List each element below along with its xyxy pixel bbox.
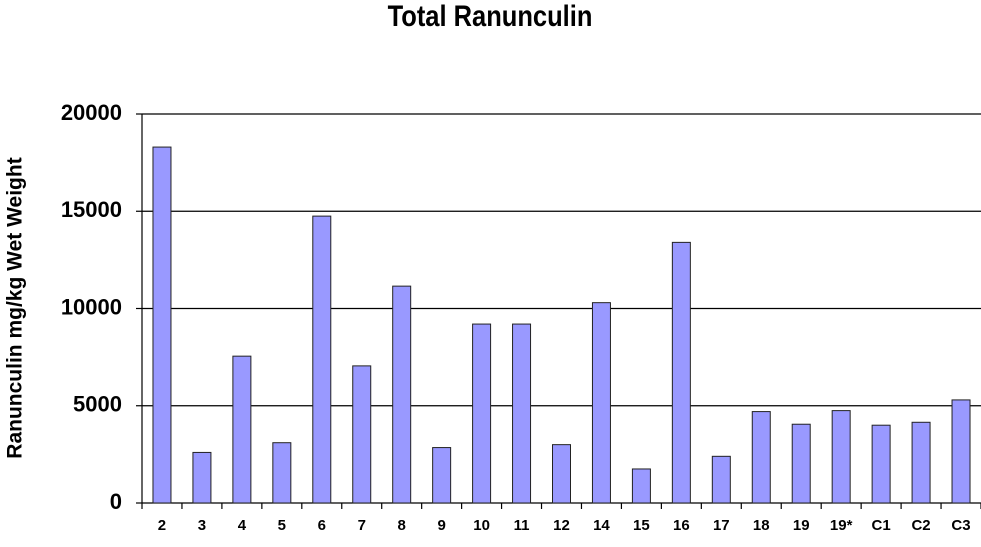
x-tick-label: 12 [553, 517, 570, 534]
y-tick-label: 10000 [61, 294, 122, 319]
x-tick-label: 6 [318, 517, 326, 534]
x-tick-label: 11 [514, 517, 530, 534]
bar [432, 447, 452, 504]
x-tick-label: 18 [753, 517, 770, 534]
x-tick-label: 5 [278, 517, 286, 534]
bar [871, 424, 891, 504]
y-axis-label: Ranunculin mg/kg Wet Weight [4, 157, 27, 458]
x-tick-label: C3 [951, 517, 970, 534]
bar [751, 411, 771, 504]
bar [472, 323, 492, 504]
x-tick-label: 4 [238, 517, 247, 534]
bar [591, 302, 611, 504]
x-tick-label: 10 [473, 517, 490, 534]
bar [831, 410, 851, 504]
x-tick-label: 19* [830, 517, 853, 534]
x-tick-label: 16 [673, 517, 690, 534]
y-tick-label: 15000 [61, 197, 122, 222]
bar [512, 323, 532, 504]
bar [352, 365, 372, 504]
bar [911, 421, 931, 504]
bar [232, 355, 252, 504]
x-tick-label: 17 [713, 517, 730, 534]
bar [791, 423, 811, 504]
x-tick-label: C1 [872, 517, 891, 534]
chart-title: Total Ranunculin [388, 0, 593, 32]
x-tick-label: 2 [158, 517, 166, 534]
bar [951, 399, 971, 504]
bar [312, 215, 332, 504]
x-tick-label: C2 [911, 517, 930, 534]
y-tick-label: 5000 [73, 392, 122, 417]
bar [552, 444, 571, 504]
bar [631, 468, 651, 504]
x-tick-label: 19 [793, 517, 810, 534]
bar [671, 241, 691, 504]
x-tick-label: 7 [358, 517, 366, 534]
bar [272, 442, 292, 504]
y-tick-label: 0 [110, 489, 122, 514]
x-tick-label: 9 [437, 517, 445, 534]
bar [192, 451, 212, 504]
bar [152, 146, 172, 504]
x-tick-label: 3 [198, 517, 206, 534]
x-tick-label: 8 [398, 517, 406, 534]
bar [392, 285, 412, 504]
bar [711, 455, 731, 504]
x-tick-label: 15 [633, 517, 650, 534]
x-tick-label: 14 [593, 517, 610, 534]
y-tick-label: 20000 [61, 100, 122, 125]
